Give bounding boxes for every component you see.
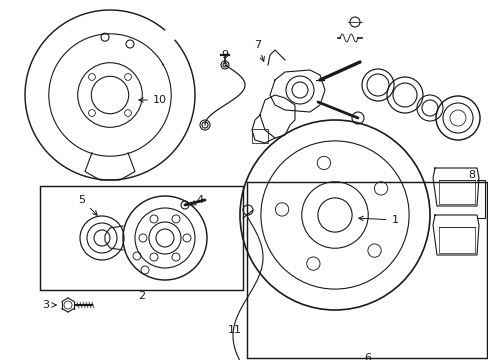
Text: 6: 6 bbox=[364, 353, 371, 360]
Bar bbox=[40, 186, 243, 290]
Text: 10: 10 bbox=[139, 95, 167, 105]
Text: 9: 9 bbox=[221, 50, 228, 60]
Text: 1: 1 bbox=[358, 215, 398, 225]
Text: 11: 11 bbox=[227, 325, 242, 335]
Text: 7: 7 bbox=[254, 40, 264, 61]
Text: 4: 4 bbox=[191, 195, 203, 205]
Text: 5: 5 bbox=[79, 195, 97, 215]
Bar bbox=[251, 129, 267, 143]
Bar bbox=[246, 182, 486, 358]
Text: 2: 2 bbox=[138, 291, 145, 301]
Text: 3: 3 bbox=[42, 300, 56, 310]
Text: 8: 8 bbox=[468, 170, 475, 180]
